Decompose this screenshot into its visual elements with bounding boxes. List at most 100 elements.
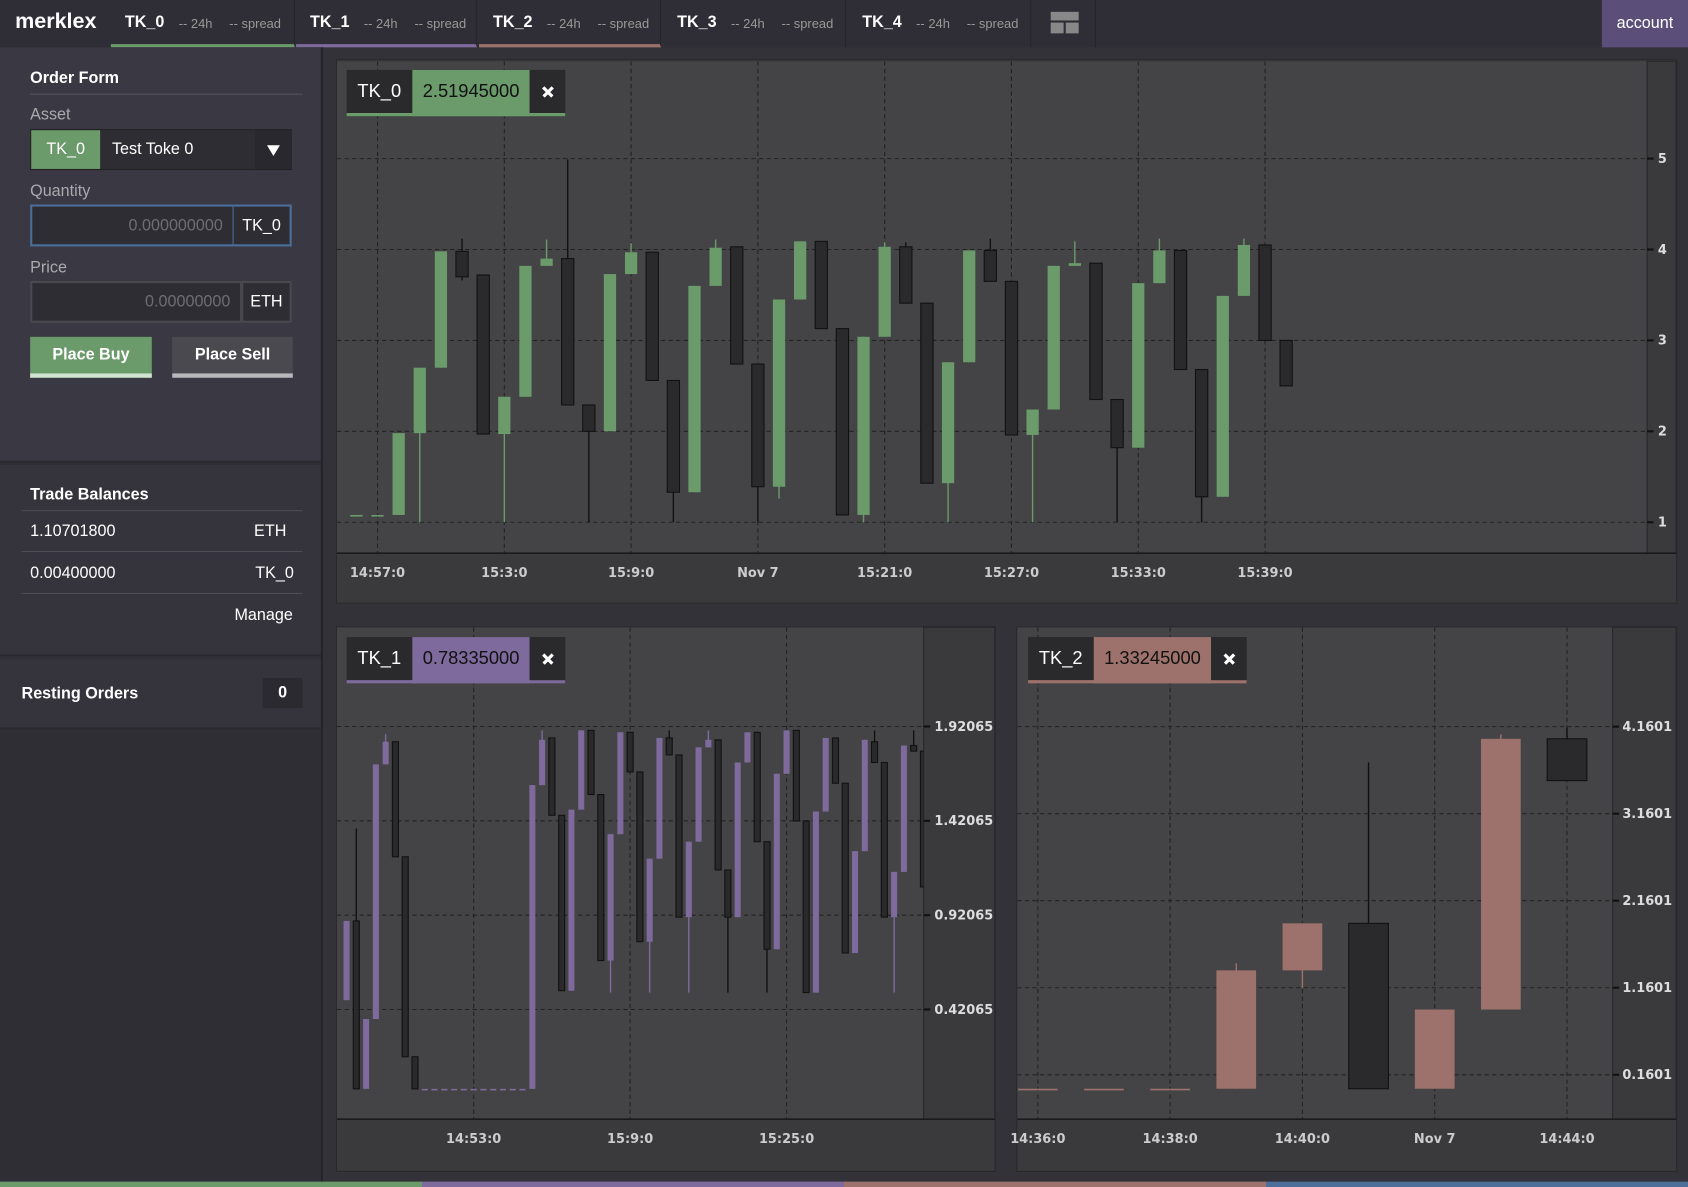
x-tick-label: 14:38:0 bbox=[1142, 1132, 1197, 1147]
tab-symbol: TK_3 bbox=[677, 12, 717, 32]
resting-title: Resting Orders bbox=[21, 684, 139, 703]
candle-body bbox=[714, 739, 722, 871]
tab-spread: -- spread bbox=[229, 16, 282, 32]
candle-body bbox=[814, 240, 828, 330]
price-placeholder: 0.00000000 bbox=[145, 292, 231, 312]
candle-body bbox=[350, 514, 363, 517]
close-button[interactable] bbox=[530, 69, 566, 113]
y-tick-label: 2.1601 bbox=[1622, 894, 1672, 909]
candle-body bbox=[519, 1088, 526, 1091]
close-button[interactable] bbox=[1211, 637, 1248, 681]
dropdown-button[interactable] bbox=[255, 130, 292, 169]
candle-body bbox=[1047, 265, 1060, 410]
candle-body bbox=[646, 858, 653, 942]
tab[interactable]: TK_3 -- 24h -- spread bbox=[663, 0, 847, 48]
candle-body bbox=[607, 834, 614, 961]
candle-body bbox=[983, 249, 997, 282]
candle-body bbox=[582, 404, 596, 432]
candle-body bbox=[744, 732, 751, 763]
y-axis-area bbox=[1612, 626, 1677, 1120]
tab-symbol: TK_1 bbox=[310, 12, 350, 32]
candle-body bbox=[1216, 295, 1229, 497]
quantity-placeholder: 0.000000000 bbox=[128, 216, 223, 235]
candle-body bbox=[539, 739, 546, 786]
manage-link[interactable]: Manage bbox=[234, 605, 293, 625]
layout-icon bbox=[1065, 22, 1079, 34]
price-input[interactable]: 0.00000000 bbox=[30, 280, 243, 323]
candle-body bbox=[391, 741, 399, 858]
quantity-input[interactable]: 0.000000000 bbox=[30, 204, 235, 247]
candle-body bbox=[878, 246, 891, 337]
candle-body bbox=[558, 814, 566, 992]
tab[interactable]: TK_0 -- 24h -- spread bbox=[110, 0, 295, 48]
candle-body bbox=[1017, 1088, 1058, 1091]
divider bbox=[21, 550, 303, 553]
x-tick-label: 15:27:0 bbox=[984, 566, 1039, 581]
tab-change: -- 24h bbox=[730, 16, 765, 32]
candle-body bbox=[1279, 339, 1293, 387]
quantity-label: Quantity bbox=[30, 181, 91, 201]
sell-button[interactable]: Place Sell bbox=[172, 336, 293, 378]
balance-amount: 1.10701800 bbox=[30, 521, 116, 541]
brand[interactable]: merklex bbox=[15, 9, 97, 34]
top-nav: merklex TK_0 -- 24h -- spread TK_1 -- 24h -- … bbox=[0, 0, 1688, 48]
tab-change: -- 24h bbox=[178, 16, 213, 32]
tab-spread: -- spread bbox=[781, 16, 834, 32]
candle-body bbox=[831, 737, 840, 784]
candle-body bbox=[792, 729, 800, 822]
candle-body bbox=[656, 737, 663, 859]
candle-body bbox=[1414, 1009, 1455, 1089]
candle-body bbox=[665, 737, 673, 756]
candle-body bbox=[1026, 409, 1039, 435]
tab[interactable]: TK_1 -- 24h -- spread bbox=[296, 0, 477, 48]
candle-body bbox=[1546, 738, 1588, 782]
candle-body bbox=[578, 730, 585, 810]
candle-body bbox=[645, 251, 659, 381]
y-tick-label: 2 bbox=[1658, 425, 1667, 440]
y-tick-label: 0.42065 bbox=[934, 1003, 993, 1018]
tab[interactable]: TK_4 -- 24h -- spread bbox=[848, 0, 1032, 48]
candle-body bbox=[548, 737, 556, 816]
candle-body bbox=[1282, 923, 1323, 971]
candle-body bbox=[540, 258, 553, 266]
plot bbox=[1017, 627, 1613, 1120]
asset-symbol: TK_0 bbox=[31, 130, 101, 169]
buy-button[interactable]: Place Buy bbox=[30, 336, 152, 378]
candle-body bbox=[490, 1088, 497, 1091]
candle-body bbox=[753, 731, 761, 843]
y-tick-label: 1.42065 bbox=[934, 814, 993, 829]
candle-body bbox=[352, 920, 360, 1090]
candle-body bbox=[1237, 244, 1251, 296]
candle-body bbox=[561, 258, 575, 406]
candle-body bbox=[802, 820, 810, 994]
candle-body bbox=[597, 794, 605, 962]
chart-symbol: TK_0 bbox=[357, 80, 402, 102]
asset-select[interactable]: TK_0 Test Toke 0 bbox=[30, 129, 292, 171]
candle-body bbox=[871, 741, 879, 764]
status-bar bbox=[843, 1181, 1266, 1187]
candle-body bbox=[919, 750, 924, 888]
tab-spread: -- spread bbox=[414, 16, 467, 32]
x-tick-label: 14:40:0 bbox=[1275, 1132, 1330, 1147]
tab[interactable]: TK_2 -- 24h -- spread bbox=[479, 0, 661, 48]
candle-body bbox=[734, 762, 741, 918]
candle-body bbox=[685, 841, 692, 918]
close-button[interactable] bbox=[530, 637, 566, 681]
order-form-panel bbox=[0, 47, 321, 463]
tab-spread: -- spread bbox=[597, 16, 650, 32]
x-tick-label: 15:39:0 bbox=[1237, 566, 1292, 581]
y-tick-label: 4 bbox=[1658, 243, 1667, 258]
candle-body bbox=[794, 241, 807, 300]
account-button[interactable]: account bbox=[1601, 0, 1688, 48]
y-axis-area bbox=[923, 626, 996, 1120]
layout-button[interactable] bbox=[1035, 0, 1096, 48]
x-tick-label: 15:9:0 bbox=[608, 566, 654, 581]
x-tick-label: 14:36:0 bbox=[1010, 1132, 1065, 1147]
candle-body bbox=[470, 1088, 477, 1091]
status-bar bbox=[1265, 1181, 1688, 1187]
candle-body bbox=[900, 745, 907, 872]
candle-body bbox=[372, 764, 379, 1020]
y-tick-label: 0.92065 bbox=[934, 908, 993, 923]
